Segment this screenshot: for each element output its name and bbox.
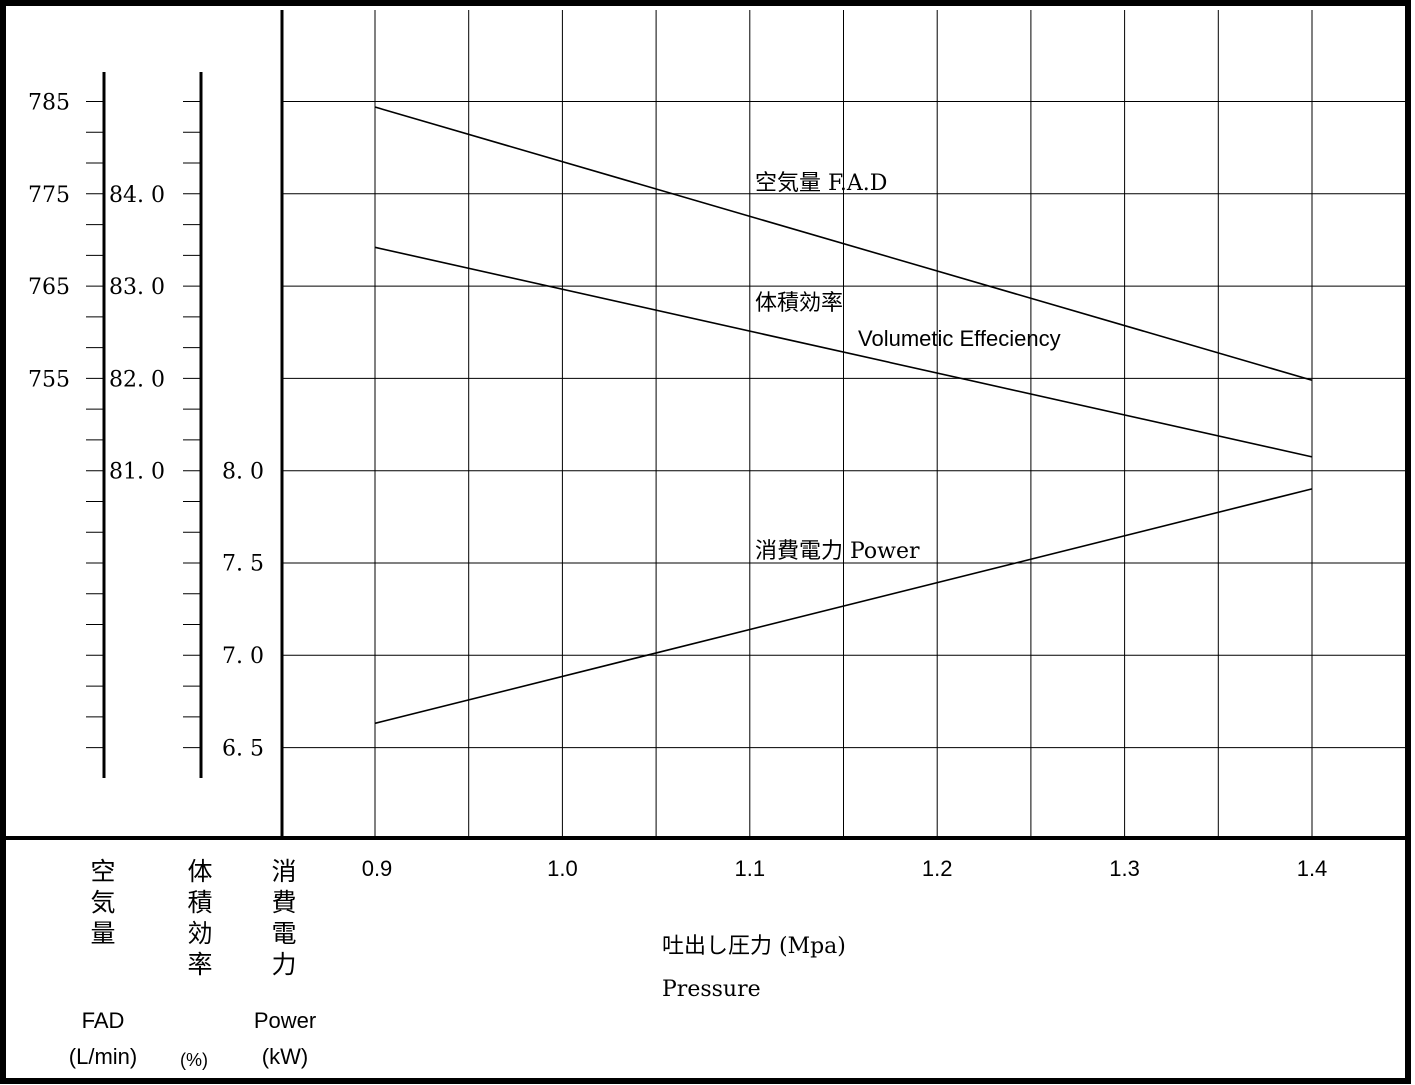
- x-tick-label: 1.3: [1109, 856, 1140, 881]
- x-tick-label: 1.2: [922, 856, 953, 881]
- fad-axis-title-char: 気: [90, 888, 115, 917]
- power-tick-label: 7. 5: [222, 552, 264, 577]
- data-series: [374, 106, 1313, 725]
- power-axis-title-char: 電: [271, 919, 296, 948]
- power-axis-title-char: 消: [271, 857, 296, 886]
- x-axis-title-en: Pressure: [662, 977, 761, 1002]
- fad-series-line: [374, 106, 1313, 382]
- vol-eff-axis-unit: (%): [180, 1050, 208, 1070]
- x-tick-label: 1.4: [1297, 856, 1328, 881]
- vol-eff-axis-title-char: 効: [187, 919, 212, 948]
- fad-tick-label: 765: [28, 275, 70, 300]
- power-axis-title-char: 費: [271, 888, 296, 917]
- fad-tick-label: 775: [28, 183, 70, 208]
- series-label-vol-eff-en: Volumetic Effeciency: [858, 326, 1061, 351]
- power-axis-unit: (kW): [262, 1044, 308, 1069]
- y-axis-titles: 空気量 体積効率 消費電力: [90, 857, 296, 979]
- power-axis-title-char: 力: [271, 950, 296, 979]
- vol-eff-series-line: [374, 246, 1313, 458]
- vol-eff-axis-title-char: 体: [187, 857, 212, 886]
- x-axis-title-ja: 吐出し圧力 (Mpa): [662, 934, 846, 959]
- power-tick-label: 8. 0: [222, 459, 264, 484]
- x-tick-label: 1.0: [547, 856, 578, 881]
- power-tick-label: 6. 5: [222, 736, 264, 761]
- vol-eff-axis-title-char: 率: [187, 950, 212, 979]
- x-tick-label: 1.1: [735, 856, 766, 881]
- fad-tick-label: 785: [28, 91, 70, 116]
- series-label-vol-eff-ja: 体積効率: [755, 291, 843, 316]
- x-tick-labels: 0.9 1.0 1.1 1.2 1.3 1.4: [362, 856, 1328, 881]
- fad-axis-en-label: FAD: [82, 1008, 125, 1033]
- vol-eff-tick-label: 84. 0: [109, 183, 165, 208]
- vol-eff-axis-title-char: 積: [187, 888, 212, 917]
- series-label-fad: 空気量 F.A.D: [755, 171, 887, 196]
- series-label-power: 消費電力 Power: [755, 539, 920, 564]
- fad-axis-title-char: 量: [90, 919, 115, 948]
- grid: [282, 10, 1408, 838]
- vol-eff-tick-label: 81. 0: [109, 460, 165, 485]
- fad-axis-title-char: 空: [90, 857, 115, 886]
- fad-axis-unit: (L/min): [69, 1044, 137, 1069]
- power-axis-en-label: Power: [254, 1008, 316, 1033]
- y-scales: 785 775 765 755 84. 0 83. 0 82. 0 81. 0 8. 0 7. 5…: [28, 72, 264, 778]
- fad-tick-label: 755: [28, 367, 70, 392]
- x-tick-label: 0.9: [362, 856, 393, 881]
- power-tick-label: 7. 0: [222, 644, 264, 669]
- vol-eff-tick-label: 82. 0: [109, 367, 165, 392]
- vol-eff-tick-label: 83. 0: [109, 275, 165, 300]
- power-series-line: [374, 488, 1313, 725]
